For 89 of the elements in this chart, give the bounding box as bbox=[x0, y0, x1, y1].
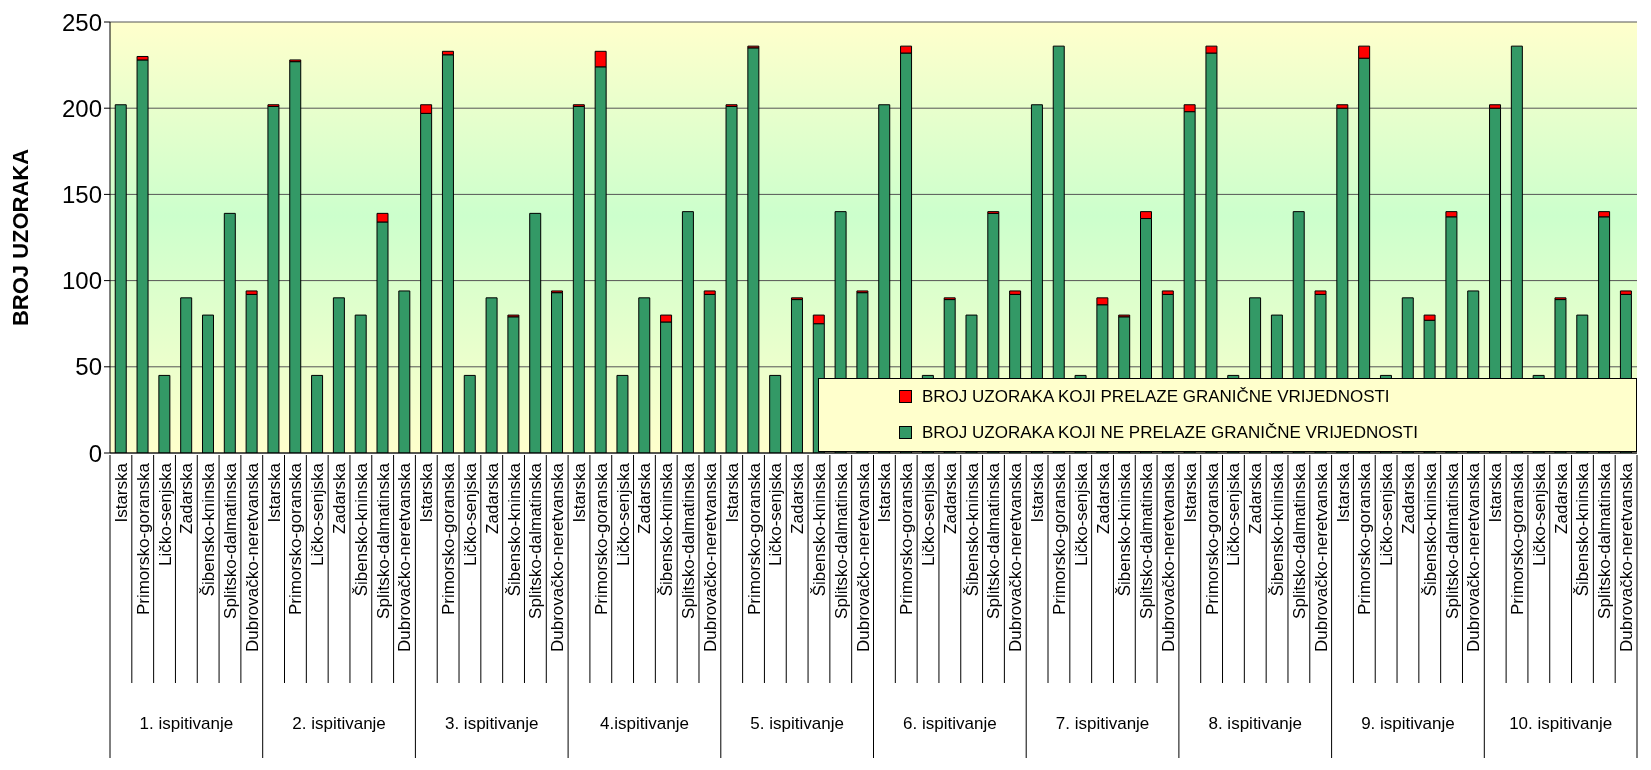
x-tick-label: Splitsko-dalmatinska bbox=[1137, 462, 1157, 619]
x-tick-label: Primorsko-goranska bbox=[439, 462, 459, 616]
x-tick-label: Istarska bbox=[264, 462, 284, 523]
text: 5. ispitivanje bbox=[750, 714, 844, 733]
x-tick-label: Ličko-senjska bbox=[1071, 462, 1091, 566]
x-tick-label: Istarska bbox=[1333, 462, 1353, 523]
x-tick-label: Šibensko-kninska bbox=[1115, 462, 1135, 597]
x-tick-label: Primorsko-goranska bbox=[1202, 462, 1222, 616]
y-tick-label: 50 bbox=[75, 353, 102, 381]
x-tick-label: Primorsko-goranska bbox=[286, 462, 306, 616]
x-tick-label: Ličko-senjska bbox=[308, 462, 328, 566]
x-tick-label: Dubrovačko-neretvanska bbox=[548, 462, 568, 652]
x-tick-label: Ličko-senjska bbox=[155, 462, 175, 566]
x-tick-label: Istarska bbox=[417, 462, 437, 523]
y-tick-label: 150 bbox=[61, 180, 102, 208]
x-tick-label: Istarska bbox=[1028, 462, 1048, 523]
x-tick-label: Dubrovačko-neretvanska bbox=[700, 462, 720, 652]
x-tick-label: Dubrovačko-neretvanska bbox=[1311, 462, 1331, 652]
x-tick-label: Zadarska bbox=[1093, 462, 1113, 534]
text: 10. ispitivanje bbox=[1509, 714, 1613, 733]
x-tick-label: Šibensko-kninska bbox=[1268, 462, 1288, 597]
legend-label: BROJ UZORAKA KOJI NE PRELAZE GRANIČNE VRIJEDNOSTI bbox=[922, 422, 1418, 443]
x-tick-label: Šibensko-kninska bbox=[1420, 462, 1440, 597]
x-tick-label: Primorsko-goranska bbox=[1508, 462, 1528, 616]
legend-label: BROJ UZORAKA KOJI PRELAZE GRANIČNE VRIJEDNOSTI bbox=[922, 386, 1390, 407]
text: 1. ispitivanje bbox=[139, 714, 234, 733]
x-tick-label: Istarska bbox=[875, 462, 895, 523]
text: 2. ispitivanje bbox=[292, 714, 386, 733]
x-tick-label: Dubrovačko-neretvanska bbox=[1617, 462, 1637, 652]
x-tick-label: Istarska bbox=[570, 462, 590, 523]
x-tick-label: Ličko-senjska bbox=[766, 462, 786, 566]
y-tick-label: 100 bbox=[61, 267, 102, 295]
text: 9. ispitivanje bbox=[1361, 714, 1455, 733]
x-tick-label: Šibensko-kninska bbox=[199, 462, 219, 597]
x-tick-label: Zadarska bbox=[788, 462, 808, 534]
x-tick-label: Splitsko-dalmatinska bbox=[526, 462, 546, 619]
x-tick-label: Ličko-senjska bbox=[460, 462, 480, 566]
x-tick-label: Primorsko-goranska bbox=[744, 462, 764, 616]
x-tick-label: Šibensko-kninska bbox=[809, 462, 829, 597]
x-tick-label: Dubrovačko-neretvanska bbox=[1464, 462, 1484, 652]
x-tick-label: Ličko-senjska bbox=[1224, 462, 1244, 566]
text: 4.ispitivanje bbox=[600, 714, 689, 733]
x-tick-label: Splitsko-dalmatinska bbox=[679, 462, 699, 619]
x-tick-label: Splitsko-dalmatinska bbox=[1442, 462, 1462, 619]
text: 8. ispitivanje bbox=[1208, 714, 1303, 733]
x-tick-label: Primorsko-goranska bbox=[1355, 462, 1375, 616]
x-tick-label: Ličko-senjska bbox=[1529, 462, 1549, 566]
x-tick-label: Splitsko-dalmatinska bbox=[831, 462, 851, 619]
x-tick-label: Primorsko-goranska bbox=[133, 462, 153, 616]
x-tick-label: Istarska bbox=[1486, 462, 1506, 523]
x-tick-label: Ličko-senjska bbox=[919, 462, 939, 566]
text: 6. ispitivanje bbox=[903, 714, 997, 733]
x-tick-label: Zadarska bbox=[1551, 462, 1571, 534]
y-axis-title: BROJ UZORAKA bbox=[7, 148, 33, 327]
x-tick-label: Splitsko-dalmatinska bbox=[1595, 462, 1615, 619]
x-tick-label: Istarska bbox=[722, 462, 742, 523]
x-tick-label: Dubrovačko-neretvanska bbox=[1158, 462, 1178, 652]
x-tick-label: Splitsko-dalmatinska bbox=[984, 462, 1004, 619]
y-tick-label: 250 bbox=[61, 8, 102, 36]
x-tick-label: Primorsko-goranska bbox=[591, 462, 611, 616]
y-tick-label: 0 bbox=[88, 439, 102, 467]
x-tick-label: Zadarska bbox=[1398, 462, 1418, 534]
text: 7. ispitivanje bbox=[1055, 714, 1150, 733]
x-tick-label: Dubrovačko-neretvanska bbox=[853, 462, 873, 652]
x-tick-label: Primorsko-goranska bbox=[1049, 462, 1069, 616]
x-tick-label: Zadarska bbox=[635, 462, 655, 534]
x-tick-label: Istarska bbox=[111, 462, 131, 523]
x-tick-label: Šibensko-kninska bbox=[962, 462, 982, 597]
x-tick-label: Šibensko-kninska bbox=[504, 462, 524, 597]
x-tick-label: Šibensko-kninska bbox=[657, 462, 677, 597]
x-tick-label: Zadarska bbox=[482, 462, 502, 534]
x-tick-label: Zadarska bbox=[330, 462, 350, 534]
y-tick-label: 200 bbox=[61, 94, 102, 122]
x-tick-label: Dubrovačko-neretvanska bbox=[395, 462, 415, 652]
x-tick-label: Zadarska bbox=[1246, 462, 1266, 534]
x-tick-label: Dubrovačko-neretvanska bbox=[1006, 462, 1026, 652]
x-tick-label: Splitsko-dalmatinska bbox=[1289, 462, 1309, 619]
x-tick-label: Šibensko-kninska bbox=[1573, 462, 1593, 597]
text: 3. ispitivanje bbox=[444, 714, 539, 733]
x-tick-label: Zadarska bbox=[177, 462, 197, 534]
x-tick-label: Splitsko-dalmatinska bbox=[373, 462, 393, 619]
x-tick-label: Primorsko-goranska bbox=[897, 462, 917, 616]
x-tick-label: Ličko-senjska bbox=[1377, 462, 1397, 566]
x-tick-label: Istarska bbox=[1180, 462, 1200, 523]
x-tick-label: Ličko-senjska bbox=[613, 462, 633, 566]
x-tick-label: Splitsko-dalmatinska bbox=[220, 462, 240, 619]
x-tick-label: Dubrovačko-neretvanska bbox=[242, 462, 262, 652]
x-tick-label: Zadarska bbox=[940, 462, 960, 534]
x-tick-label: Šibensko-kninska bbox=[351, 462, 371, 597]
